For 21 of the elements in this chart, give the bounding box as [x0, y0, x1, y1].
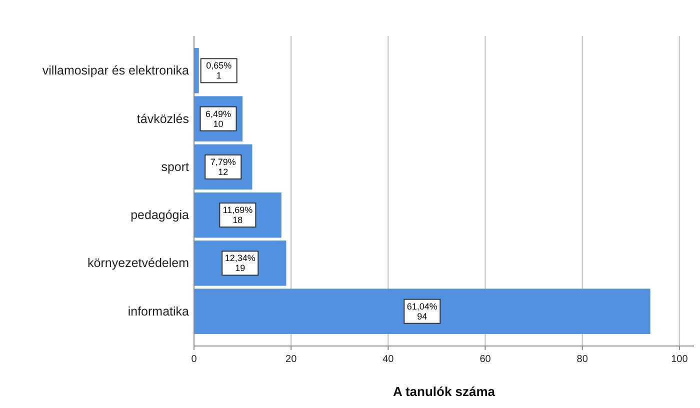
x-tick-label: 0: [191, 354, 198, 365]
x-tick-label: 40: [382, 354, 394, 365]
data-label: 0,65% 1: [206, 60, 232, 81]
y-tick-label: informatika: [128, 304, 190, 318]
bar: [194, 288, 650, 334]
y-tick-label: környezetvédelem: [88, 256, 189, 270]
x-tick-label: 20: [286, 354, 298, 365]
y-tick-label: sport: [161, 160, 190, 174]
data-label: 12,34% 19: [224, 253, 256, 274]
bar: [194, 48, 199, 94]
data-label: 11,69% 18: [222, 205, 253, 226]
y-tick-label: villamosipar és elektronika: [42, 64, 190, 78]
data-label: 61,04% 94: [406, 301, 438, 322]
y-tick-label: pedagógia: [130, 208, 190, 222]
data-label: 6,49% 10: [206, 108, 232, 129]
x-tick-label: 100: [671, 354, 688, 365]
data-label: 7,79% 12: [210, 156, 236, 177]
x-axis-title: A tanulók száma: [392, 384, 496, 399]
y-tick-label: távközlés: [136, 112, 189, 126]
x-tick-label: 60: [480, 354, 492, 365]
x-tick-label: 80: [576, 354, 588, 365]
